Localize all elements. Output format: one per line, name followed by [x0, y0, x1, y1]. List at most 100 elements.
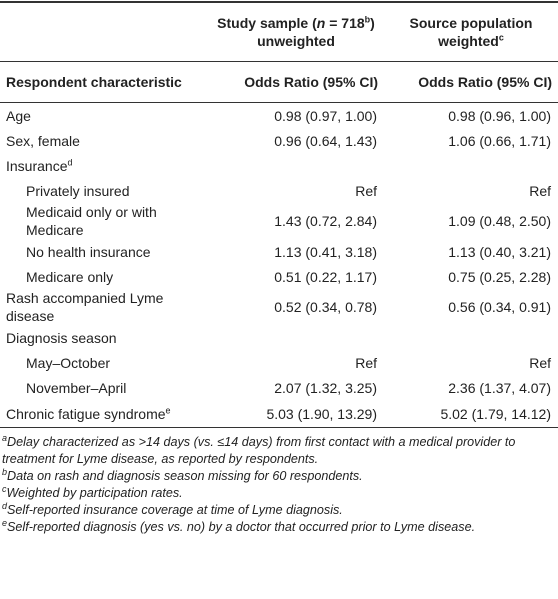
label-cell: May–October — [0, 350, 208, 375]
row-label: Age — [6, 107, 31, 124]
footnote: dSelf-reported insurance coverage at tim… — [2, 500, 556, 519]
odds-ratio: 1.43 (0.72, 2.84) — [274, 213, 377, 229]
table-row: Medicaid only or with Medicare 1.43 (0.72… — [0, 203, 558, 239]
value-cell: 5.02 (1.79, 14.12) — [384, 400, 558, 428]
table-row: Age 0.98 (0.97, 1.00) 0.98 (0.96, 1.00) — [0, 103, 558, 129]
table-row: Diagnosis season — [0, 325, 558, 350]
odds-ratio: Ref — [355, 182, 377, 199]
value-cell: 2.07 (1.32, 3.25) — [208, 375, 384, 400]
footnote-text: Self-reported diagnosis (yes vs. no) by … — [7, 520, 476, 534]
odds-ratio: Ref — [355, 354, 377, 371]
value-cell: 0.75 (0.25, 2.28) — [384, 264, 558, 289]
odds-ratio: 0.98 (0.97, 1.00) — [274, 107, 377, 124]
subheader-cell: Odds Ratio (95% CI) — [208, 61, 384, 103]
odds-ratio: 0.96 (0.64, 1.43) — [274, 132, 377, 149]
footnote-text: Self-reported insurance coverage at time… — [7, 503, 343, 517]
label-cell: Privately insured — [0, 178, 208, 203]
value-cell: 0.96 (0.64, 1.43) — [208, 128, 384, 153]
footnote-text: Delay characterized as >14 days (vs. ≤14… — [2, 435, 516, 466]
row-label: No health insurance — [26, 243, 151, 260]
odds-ratio: 0.98 (0.96, 1.00) — [448, 107, 551, 124]
value-cell: 0.52 (0.34, 0.78) — [208, 289, 384, 325]
table-body: Age 0.98 (0.97, 1.00) 0.98 (0.96, 1.00) Sex… — [0, 103, 558, 428]
odds-ratio: 1.13 (0.41, 3.18) — [274, 243, 377, 260]
label-cell: Medicare only — [0, 264, 208, 289]
footnote: aDelay characterized as >14 days (vs. ≤1… — [2, 433, 556, 468]
header-text: unweighted — [257, 33, 335, 49]
odds-ratio: 0.75 (0.25, 2.28) — [448, 268, 551, 285]
footnote-mark: e — [165, 404, 171, 415]
odds-ratio: 1.13 (0.40, 3.21) — [448, 243, 551, 260]
footnote-text: Weighted by participation rates. — [6, 486, 183, 500]
row-label: Medicare only — [26, 268, 114, 285]
label-cell: Age — [0, 103, 208, 129]
header-cell: Source population weightedc — [384, 1, 558, 62]
header-text: Source population — [409, 15, 533, 31]
row-label: Chronic fatigue syndrome — [6, 405, 166, 422]
value-cell: 1.06 (0.66, 1.71) — [384, 128, 558, 153]
table-row: Rash accompanied Lyme disease 0.52 (0.34,… — [0, 289, 558, 325]
odds-ratio: 1.06 (0.66, 1.71) — [448, 132, 551, 149]
row-label: November–April — [26, 379, 127, 396]
odds-ratio: 2.07 (1.32, 3.25) — [274, 379, 377, 396]
value-cell: 0.98 (0.97, 1.00) — [208, 103, 384, 129]
value-cell — [208, 153, 384, 178]
value-cell: 1.09 (0.48, 2.50) — [384, 203, 558, 239]
value-cell — [384, 153, 558, 178]
label-cell: Insuranced — [0, 153, 208, 178]
odds-table: Study sample (n = 718b) unweighted Source… — [0, 1, 558, 428]
header-text: weighted — [438, 33, 499, 49]
value-cell: 2.36 (1.37, 4.07) — [384, 375, 558, 400]
header-text: = 718 — [325, 15, 365, 31]
label-cell: Diagnosis season — [0, 325, 208, 350]
footnote-mark: d — [67, 156, 73, 167]
header-text: n — [316, 15, 326, 31]
footnote-mark: e — [2, 517, 8, 528]
odds-ratio: 0.51 (0.22, 1.17) — [274, 268, 377, 285]
table-row: Insuranced — [0, 153, 558, 178]
value-cell: Ref — [384, 350, 558, 375]
odds-ratio: 0.52 (0.34, 0.78) — [274, 299, 377, 315]
subheader-cell: Odds Ratio (95% CI) — [384, 61, 558, 103]
label-cell: No health insurance — [0, 239, 208, 264]
label-cell: Medicaid only or with Medicare — [0, 203, 208, 239]
row-label: Sex, female — [6, 132, 80, 149]
table-row: May–October Ref Ref — [0, 350, 558, 375]
odds-ratio: Ref — [529, 354, 551, 371]
table-row: Sex, female 0.96 (0.64, 1.43) 1.06 (0.66, … — [0, 128, 558, 153]
footnote-mark: c — [498, 32, 504, 43]
value-cell: 1.13 (0.40, 3.21) — [384, 239, 558, 264]
odds-ratio: 5.03 (1.90, 13.29) — [266, 405, 377, 422]
footnotes: aDelay characterized as >14 days (vs. ≤1… — [0, 428, 558, 536]
row-label: Medicaid only or with Medicare — [26, 204, 157, 238]
header-cell: Study sample (n = 718b) unweighted — [208, 1, 384, 62]
header-text: Study sample ( — [217, 15, 317, 31]
footnote-mark: d — [2, 500, 8, 511]
footnote: eSelf-reported diagnosis (yes vs. no) by… — [2, 517, 556, 536]
label-cell: Sex, female — [0, 128, 208, 153]
value-cell: 0.98 (0.96, 1.00) — [384, 103, 558, 129]
value-cell: 0.51 (0.22, 1.17) — [208, 264, 384, 289]
value-cell: 0.56 (0.34, 0.91) — [384, 289, 558, 325]
odds-ratio: 0.56 (0.34, 0.91) — [448, 299, 551, 315]
header-cell — [0, 1, 208, 62]
footnote: cWeighted by participation rates. — [2, 484, 556, 502]
table-row: Medicare only 0.51 (0.22, 1.17) 0.75 (0.25… — [0, 264, 558, 289]
subheader-cell: Respondent characteristic — [0, 61, 208, 103]
value-cell — [384, 325, 558, 350]
table-row: No health insurance 1.13 (0.41, 3.18) 1.13… — [0, 239, 558, 264]
footnote-mark: b — [2, 466, 8, 477]
value-cell: 1.13 (0.41, 3.18) — [208, 239, 384, 264]
odds-ratio: 5.02 (1.79, 14.12) — [440, 405, 551, 422]
footnote-mark: b — [364, 14, 371, 25]
odds-ratio: Ref — [529, 182, 551, 199]
table-row: Chronic fatigue syndromee 5.03 (1.90, 13.… — [0, 400, 558, 428]
header-text: ) — [370, 15, 375, 31]
value-cell: 1.43 (0.72, 2.84) — [208, 203, 384, 239]
subheader-row: Respondent characteristic Odds Ratio (95… — [0, 61, 558, 103]
table-row: Privately insured Ref Ref — [0, 178, 558, 203]
value-cell: Ref — [384, 178, 558, 203]
header-row: Study sample (n = 718b) unweighted Source… — [0, 1, 558, 62]
value-cell: Ref — [208, 178, 384, 203]
